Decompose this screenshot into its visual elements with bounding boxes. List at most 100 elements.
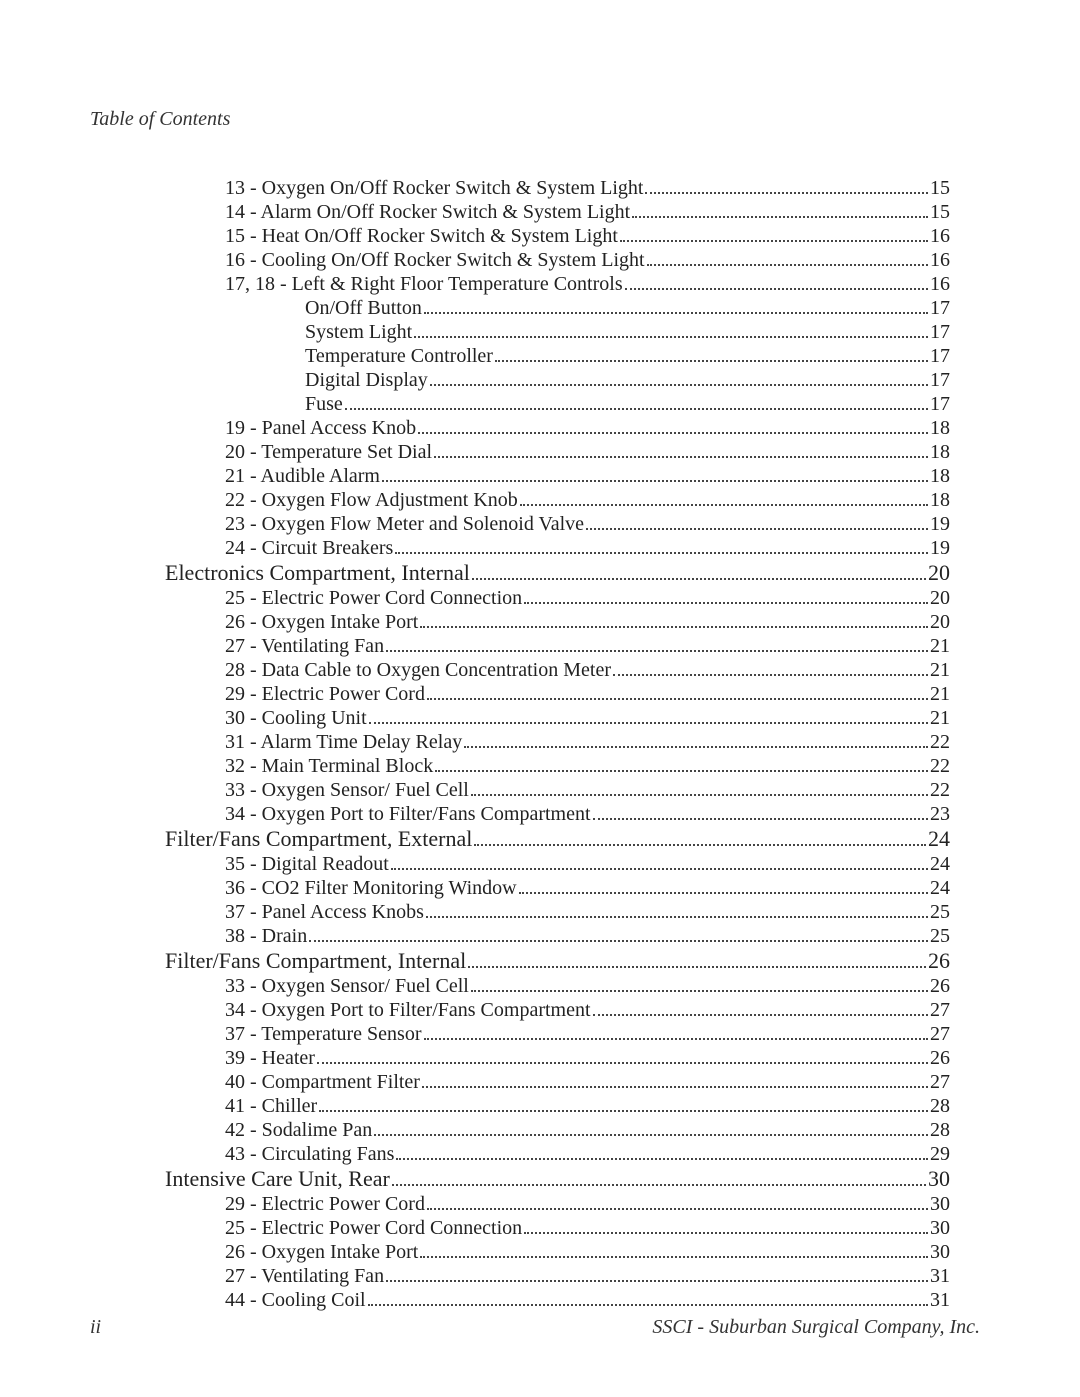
toc-leader-dots bbox=[396, 1158, 928, 1160]
toc-entry-page: 28 bbox=[930, 1096, 950, 1116]
toc-entry-page: 18 bbox=[930, 490, 950, 510]
toc-entry: 37 - Temperature Sensor27 bbox=[165, 1024, 950, 1044]
toc-entry-page: 26 bbox=[930, 976, 950, 996]
toc-leader-dots bbox=[414, 336, 928, 338]
toc-entry-page: 27 bbox=[930, 1072, 950, 1092]
toc-leader-dots bbox=[369, 722, 928, 724]
toc-entry: 30 - Cooling Unit21 bbox=[165, 708, 950, 728]
page-header-title: Table of Contents bbox=[90, 108, 230, 131]
page-footer: ii SSCI - Suburban Surgical Company, Inc… bbox=[90, 1316, 980, 1339]
toc-entry-title: 28 - Data Cable to Oxygen Concentration … bbox=[225, 660, 611, 680]
toc-entry: 36 - CO2 Filter Monitoring Window24 bbox=[165, 878, 950, 898]
toc-entry-page: 19 bbox=[930, 514, 950, 534]
toc-leader-dots bbox=[386, 650, 928, 652]
toc-entry-title: 19 - Panel Access Knob bbox=[225, 418, 416, 438]
toc-entry: 25 - Electric Power Cord Connection30 bbox=[165, 1218, 950, 1238]
toc-entry-page: 15 bbox=[930, 202, 950, 222]
toc-leader-dots bbox=[386, 1280, 928, 1282]
toc-entry-title: 15 - Heat On/Off Rocker Switch & System … bbox=[225, 226, 618, 246]
toc-entry-title: 36 - CO2 Filter Monitoring Window bbox=[225, 878, 517, 898]
toc-entry: 23 - Oxygen Flow Meter and Solenoid Valv… bbox=[165, 514, 950, 534]
toc-entry: 37 - Panel Access Knobs25 bbox=[165, 902, 950, 922]
toc-entry-title: 21 - Audible Alarm bbox=[225, 466, 380, 486]
toc-leader-dots bbox=[524, 602, 928, 604]
toc-entry-title: On/Off Button bbox=[305, 298, 422, 318]
toc-entry-page: 17 bbox=[930, 370, 950, 390]
toc-entry: 33 - Oxygen Sensor/ Fuel Cell22 bbox=[165, 780, 950, 800]
toc-leader-dots bbox=[613, 674, 928, 676]
toc-entry: 35 - Digital Readout24 bbox=[165, 854, 950, 874]
toc-leader-dots bbox=[420, 1256, 928, 1258]
toc-leader-dots bbox=[586, 528, 928, 530]
toc-entry-page: 22 bbox=[930, 756, 950, 776]
toc-entry: 20 - Temperature Set Dial18 bbox=[165, 442, 950, 462]
toc-leader-dots bbox=[391, 868, 928, 870]
toc-entry-page: 26 bbox=[928, 950, 950, 972]
toc-entry: 43 - Circulating Fans29 bbox=[165, 1144, 950, 1164]
toc-entry: 13 - Oxygen On/Off Rocker Switch & Syste… bbox=[165, 178, 950, 198]
toc-leader-dots bbox=[434, 456, 928, 458]
toc-entry-page: 31 bbox=[930, 1290, 950, 1310]
toc-entry-page: 28 bbox=[930, 1120, 950, 1140]
toc-entry-title: Intensive Care Unit, Rear bbox=[165, 1168, 390, 1190]
toc-leader-dots bbox=[620, 240, 928, 242]
toc-leader-dots bbox=[625, 288, 928, 290]
toc-entry-title: Fuse bbox=[305, 394, 343, 414]
toc-leader-dots bbox=[368, 1304, 928, 1306]
footer-page-number: ii bbox=[90, 1316, 101, 1339]
toc-entry: 26 - Oxygen Intake Port20 bbox=[165, 612, 950, 632]
toc-leader-dots bbox=[647, 264, 928, 266]
toc-entry-page: 23 bbox=[930, 804, 950, 824]
toc-entry-page: 17 bbox=[930, 322, 950, 342]
toc-leader-dots bbox=[430, 384, 928, 386]
toc-leader-dots bbox=[524, 1232, 928, 1234]
toc-entry: 27 - Ventilating Fan21 bbox=[165, 636, 950, 656]
toc-entry-title: 29 - Electric Power Cord bbox=[225, 684, 425, 704]
toc-entry-title: 44 - Cooling Coil bbox=[225, 1290, 366, 1310]
toc-entry-page: 30 bbox=[928, 1168, 950, 1190]
toc-entry-page: 24 bbox=[928, 828, 950, 850]
toc-entry-page: 30 bbox=[930, 1242, 950, 1262]
toc-entry-title: 23 - Oxygen Flow Meter and Solenoid Valv… bbox=[225, 514, 584, 534]
toc-entry-page: 16 bbox=[930, 226, 950, 246]
toc-entry-title: 38 - Drain bbox=[225, 926, 307, 946]
toc-entry-title: 40 - Compartment Filter bbox=[225, 1072, 420, 1092]
toc-entry-title: Filter/Fans Compartment, Internal bbox=[165, 950, 466, 972]
toc-entry-title: 25 - Electric Power Cord Connection bbox=[225, 1218, 522, 1238]
toc-entry-page: 17 bbox=[930, 298, 950, 318]
toc-leader-dots bbox=[593, 818, 928, 820]
toc-leader-dots bbox=[645, 192, 928, 194]
toc-leader-dots bbox=[374, 1134, 928, 1136]
table-of-contents: 13 - Oxygen On/Off Rocker Switch & Syste… bbox=[165, 178, 950, 1314]
toc-leader-dots bbox=[418, 432, 928, 434]
toc-entry: System Light17 bbox=[165, 322, 950, 342]
toc-leader-dots bbox=[345, 408, 928, 410]
toc-entry-title: 29 - Electric Power Cord bbox=[225, 1194, 425, 1214]
toc-entry-page: 27 bbox=[930, 1000, 950, 1020]
toc-entry: 34 - Oxygen Port to Filter/Fans Compartm… bbox=[165, 804, 950, 824]
toc-leader-dots bbox=[468, 966, 926, 968]
toc-entry-page: 18 bbox=[930, 418, 950, 438]
toc-entry: 26 - Oxygen Intake Port30 bbox=[165, 1242, 950, 1262]
toc-entry: 25 - Electric Power Cord Connection20 bbox=[165, 588, 950, 608]
toc-entry: Temperature Controller17 bbox=[165, 346, 950, 366]
toc-entry-page: 20 bbox=[930, 588, 950, 608]
toc-entry: 32 - Main Terminal Block22 bbox=[165, 756, 950, 776]
toc-leader-dots bbox=[464, 746, 928, 748]
toc-leader-dots bbox=[309, 940, 928, 942]
toc-entry-page: 25 bbox=[930, 926, 950, 946]
toc-leader-dots bbox=[427, 1208, 928, 1210]
toc-entry-page: 20 bbox=[930, 612, 950, 632]
toc-entry: 27 - Ventilating Fan31 bbox=[165, 1266, 950, 1286]
toc-entry-page: 21 bbox=[930, 636, 950, 656]
toc-entry-title: 35 - Digital Readout bbox=[225, 854, 389, 874]
toc-entry-title: 22 - Oxygen Flow Adjustment Knob bbox=[225, 490, 518, 510]
toc-entry: 17, 18 - Left & Right Floor Temperature … bbox=[165, 274, 950, 294]
toc-entry-title: Digital Display bbox=[305, 370, 428, 390]
toc-leader-dots bbox=[426, 916, 928, 918]
toc-entry: 44 - Cooling Coil 31 bbox=[165, 1290, 950, 1310]
toc-entry-title: Filter/Fans Compartment, External bbox=[165, 828, 472, 850]
toc-entry: 29 - Electric Power Cord21 bbox=[165, 684, 950, 704]
toc-leader-dots bbox=[392, 1184, 926, 1186]
toc-entry: Digital Display 17 bbox=[165, 370, 950, 390]
